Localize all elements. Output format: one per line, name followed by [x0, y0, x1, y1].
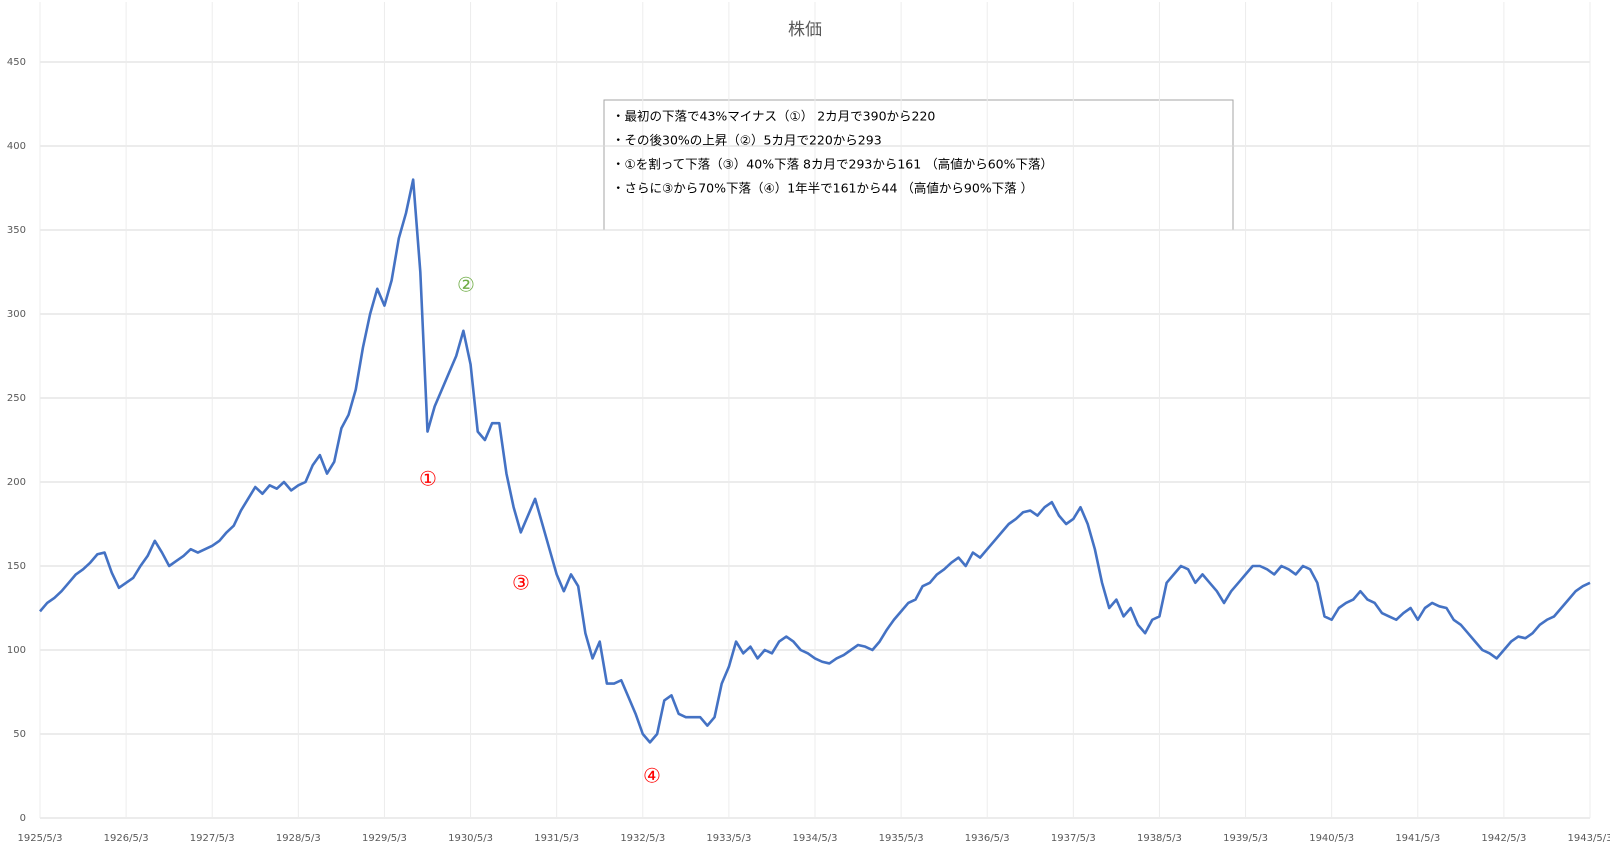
x-tick-label: 1925/5/3 — [18, 833, 63, 844]
price-line — [39, 178, 1591, 744]
x-tick-label: 1930/5/3 — [448, 833, 493, 844]
x-tick-label: 1926/5/3 — [104, 833, 149, 844]
x-tick-label: 1941/5/3 — [1395, 833, 1440, 844]
y-tick-label: 50 — [13, 729, 26, 740]
y-tick-label: 450 — [7, 57, 26, 68]
annotation-box — [603, 99, 1234, 231]
x-tick-label: 1942/5/3 — [1481, 833, 1526, 844]
y-tick-label: 250 — [7, 393, 26, 404]
annotation-marker: ② — [457, 273, 475, 297]
x-tick-label: 1931/5/3 — [534, 833, 579, 844]
x-tick-label: 1933/5/3 — [706, 833, 751, 844]
y-tick-label: 200 — [7, 477, 26, 488]
annotation-line: ・①を割って下落（③）40%下落 8カ月で293から161 （高値から60%下落… — [612, 157, 1053, 172]
x-tick-label: 1929/5/3 — [362, 833, 407, 844]
x-tick-label: 1940/5/3 — [1309, 833, 1354, 844]
x-tick-label: 1935/5/3 — [879, 833, 924, 844]
annotation-line: ・その後30%の上昇（②）5カ月で220から293 — [612, 133, 882, 148]
annotation-line: ・さらに③から70%下落（④）1年半で161から44 （高値から90%下落 ） — [612, 181, 1033, 196]
y-tick-label: 0 — [20, 813, 26, 824]
x-tick-label: 1943/5/3 — [1568, 833, 1610, 844]
chart-title: 株価 — [788, 20, 822, 40]
x-tick-label: 1932/5/3 — [620, 833, 665, 844]
x-tick-label: 1939/5/3 — [1223, 833, 1268, 844]
y-tick-label: 100 — [7, 645, 26, 656]
annotation-line: ・最初の下落で43%マイナス（①） 2カ月で390から220 — [612, 109, 935, 124]
annotation-marker: ④ — [643, 764, 661, 788]
x-tick-label: 1927/5/3 — [190, 833, 235, 844]
y-tick-label: 150 — [7, 561, 26, 572]
y-tick-label: 350 — [7, 225, 26, 236]
x-tick-label: 1937/5/3 — [1051, 833, 1096, 844]
annotation-marker: ③ — [512, 571, 530, 595]
y-tick-label: 400 — [7, 141, 26, 152]
annotation-marker: ① — [419, 467, 437, 491]
x-tick-label: 1928/5/3 — [276, 833, 321, 844]
x-tick-label: 1938/5/3 — [1137, 833, 1182, 844]
y-tick-label: 300 — [7, 309, 26, 320]
x-tick-label: 1936/5/3 — [965, 833, 1010, 844]
x-tick-label: 1934/5/3 — [793, 833, 838, 844]
